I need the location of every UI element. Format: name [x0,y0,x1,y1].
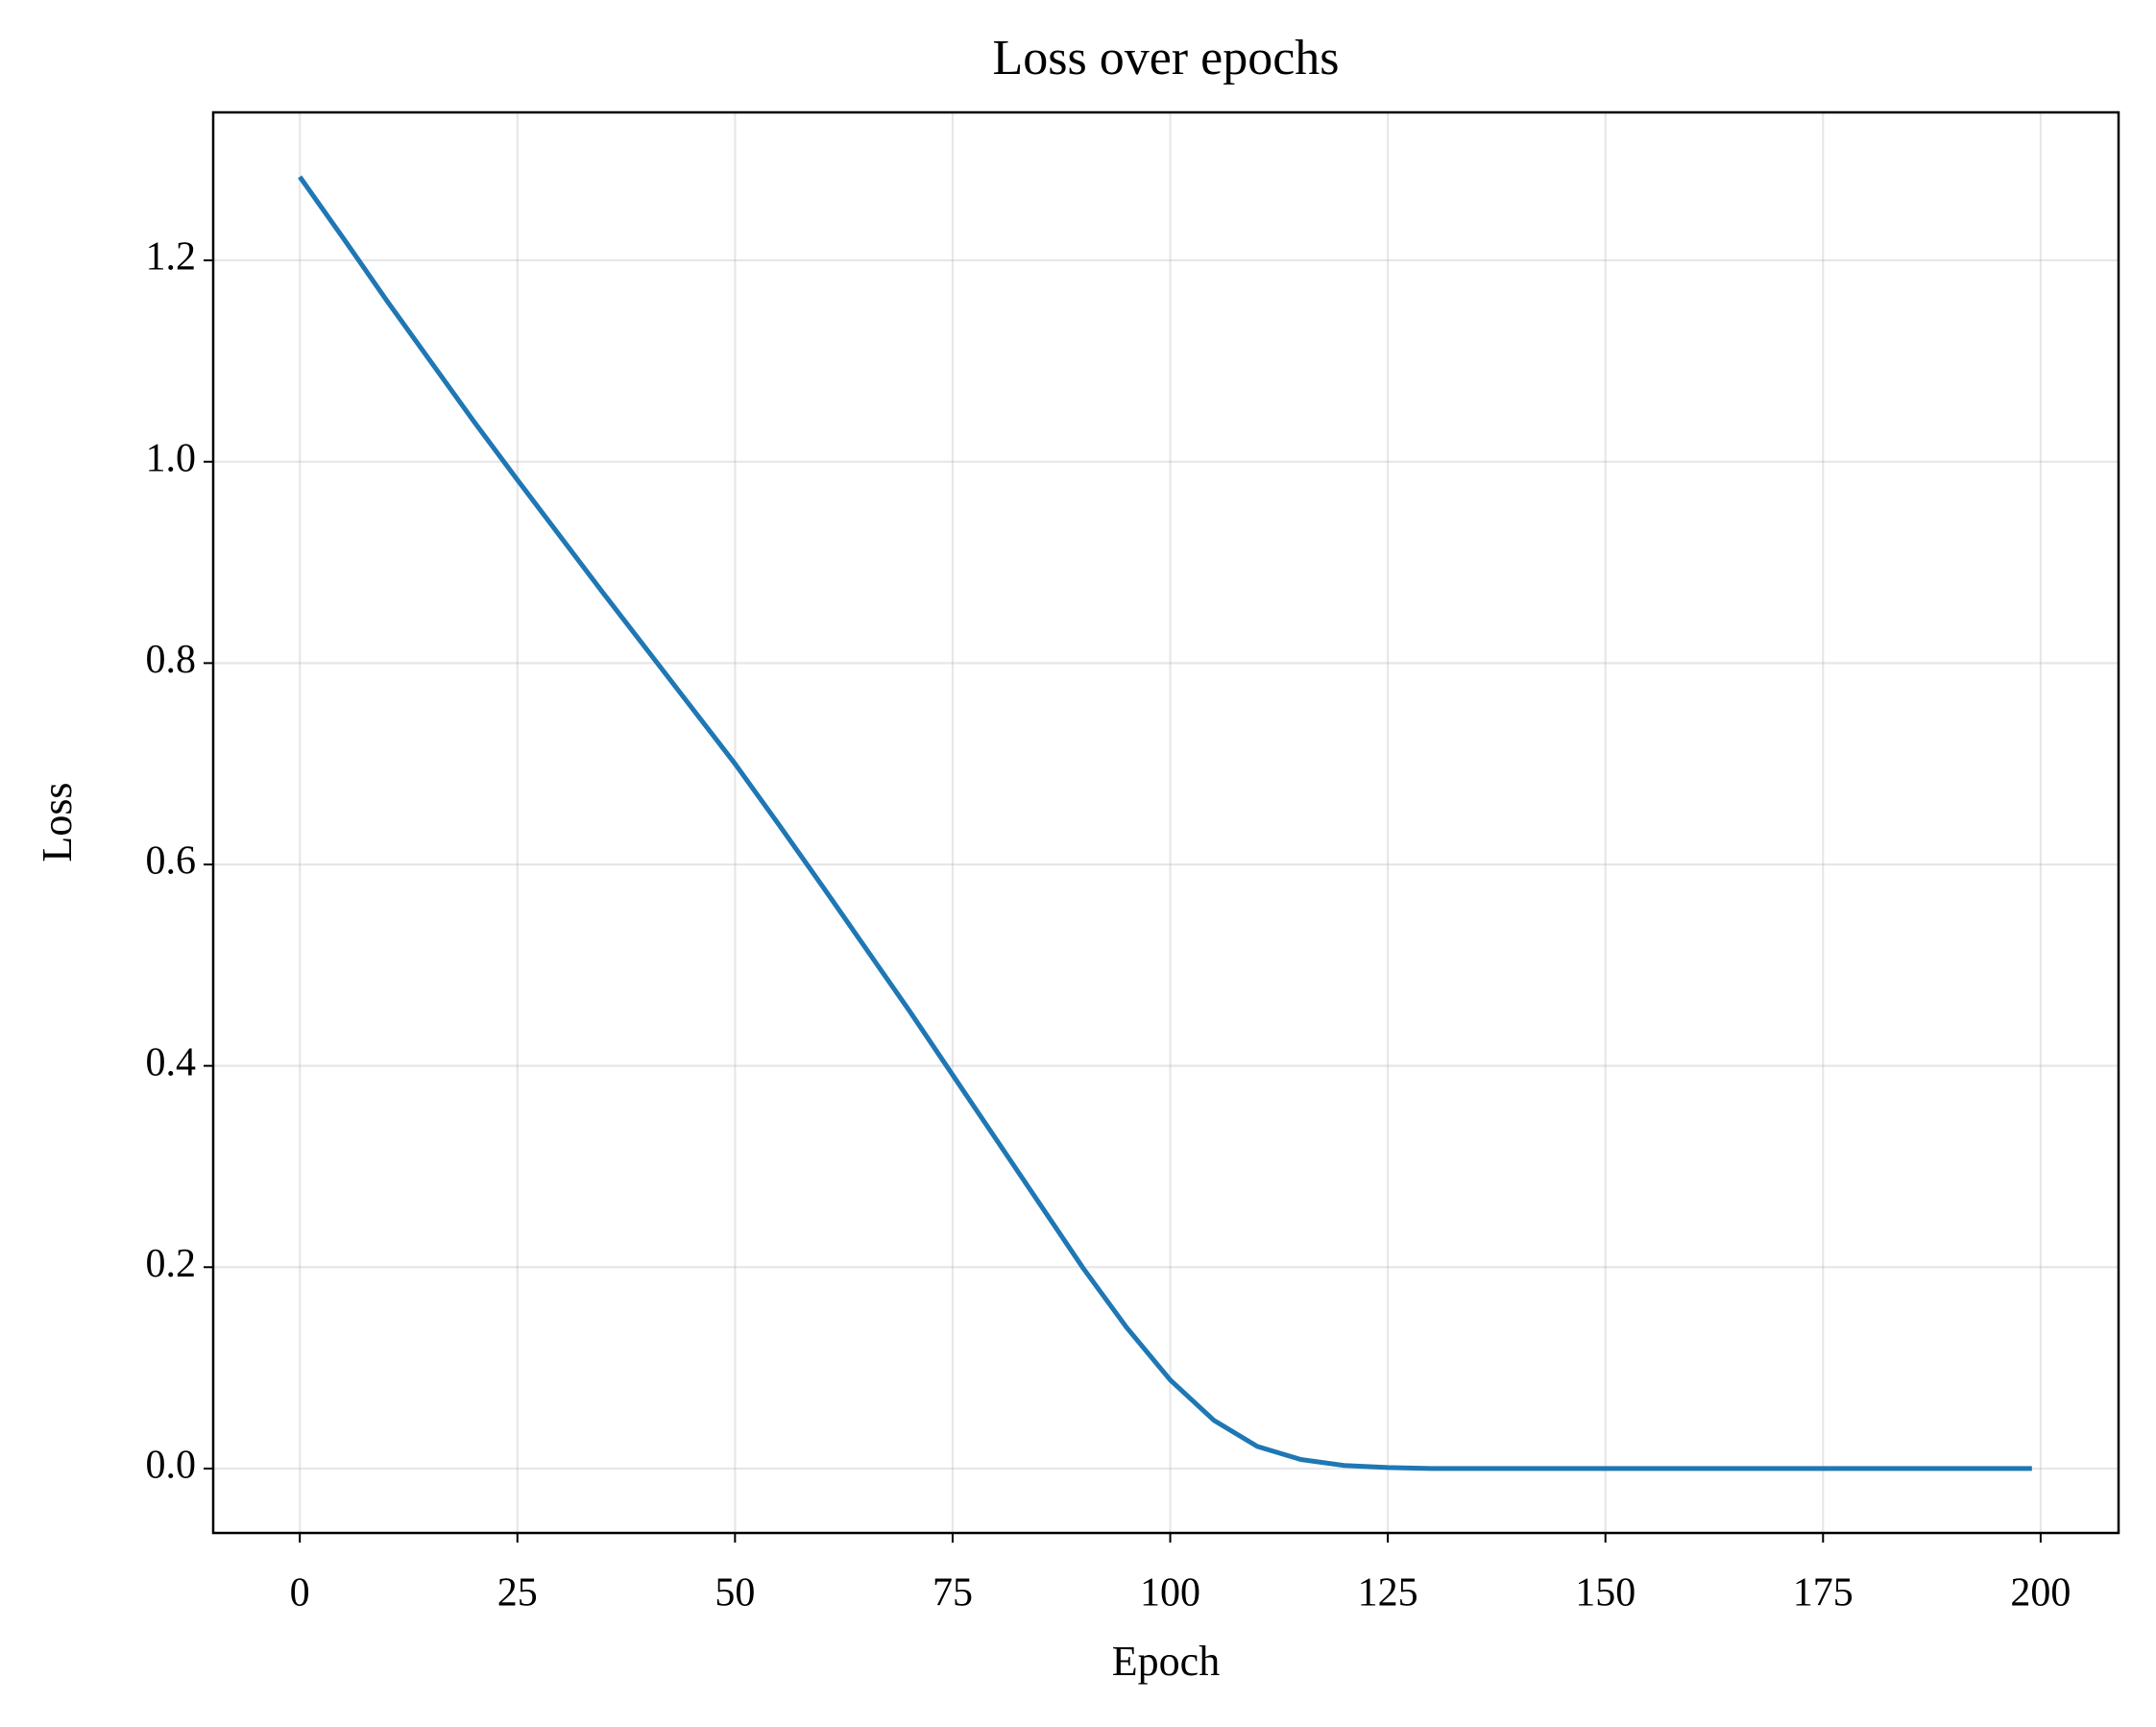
y-tick-label: 0.8 [146,638,197,682]
x-tick-label: 75 [933,1571,973,1616]
x-tick-label: 200 [2010,1571,2071,1616]
y-tick-label: 0.0 [146,1444,197,1488]
y-tick-label: 1.0 [146,436,197,480]
x-tick-label: 25 [497,1571,538,1616]
chart-title: Loss over epochs [992,31,1339,85]
x-tick-label: 50 [715,1571,755,1616]
x-tick-label: 150 [1575,1571,1635,1616]
y-axis-label: Loss [34,782,81,862]
y-tick-label: 0.2 [146,1242,197,1286]
y-tick-label: 1.2 [146,235,197,280]
axes-frame [211,110,2120,1535]
y-tick-label: 0.6 [146,839,197,884]
x-axis-label: Epoch [1112,1638,1220,1685]
y-tick-label: 0.4 [146,1040,197,1084]
x-tick-label: 175 [1793,1571,1853,1616]
loss-line [298,175,2032,1472]
x-tick-label: 100 [1140,1571,1200,1616]
x-tick-label: 0 [290,1571,310,1616]
x-tick-label: 125 [1358,1571,1418,1616]
